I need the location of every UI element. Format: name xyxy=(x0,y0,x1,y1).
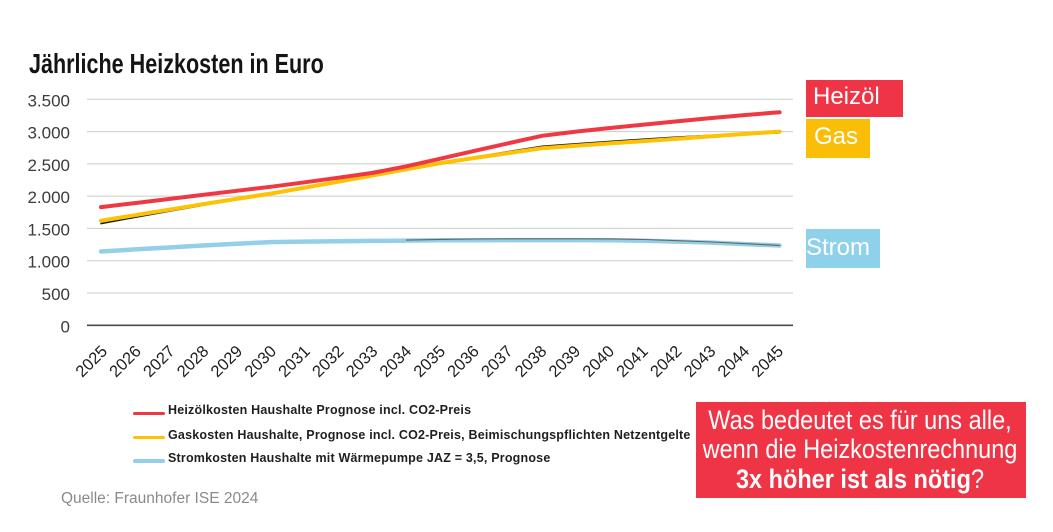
svg-text:2033: 2033 xyxy=(343,342,382,381)
svg-text:1.500: 1.500 xyxy=(27,220,70,239)
svg-text:2029: 2029 xyxy=(208,342,247,381)
svg-text:2036: 2036 xyxy=(444,342,483,381)
svg-text:3.500: 3.500 xyxy=(27,91,70,110)
svg-text:2.000: 2.000 xyxy=(27,188,70,207)
svg-text:2027: 2027 xyxy=(140,342,179,381)
svg-text:1.000: 1.000 xyxy=(27,253,70,272)
svg-text:2030: 2030 xyxy=(241,342,280,381)
svg-text:2037: 2037 xyxy=(478,342,517,381)
svg-text:2031: 2031 xyxy=(275,342,314,381)
svg-text:2.500: 2.500 xyxy=(27,156,70,175)
svg-text:2025: 2025 xyxy=(72,342,111,381)
svg-text:2043: 2043 xyxy=(681,342,720,381)
svg-text:2038: 2038 xyxy=(512,342,551,381)
svg-text:2042: 2042 xyxy=(647,342,686,381)
svg-text:2034: 2034 xyxy=(377,342,416,381)
svg-text:2035: 2035 xyxy=(410,342,449,381)
svg-text:500: 500 xyxy=(42,285,70,304)
svg-text:2039: 2039 xyxy=(546,342,585,381)
svg-text:2040: 2040 xyxy=(579,342,618,381)
svg-text:2044: 2044 xyxy=(715,342,754,381)
svg-text:0: 0 xyxy=(61,317,70,336)
svg-text:2032: 2032 xyxy=(309,342,348,381)
svg-text:3.000: 3.000 xyxy=(27,124,70,143)
svg-text:2041: 2041 xyxy=(613,342,652,381)
svg-text:2028: 2028 xyxy=(174,342,213,381)
svg-text:2026: 2026 xyxy=(106,342,145,381)
svg-text:2045: 2045 xyxy=(748,342,787,381)
